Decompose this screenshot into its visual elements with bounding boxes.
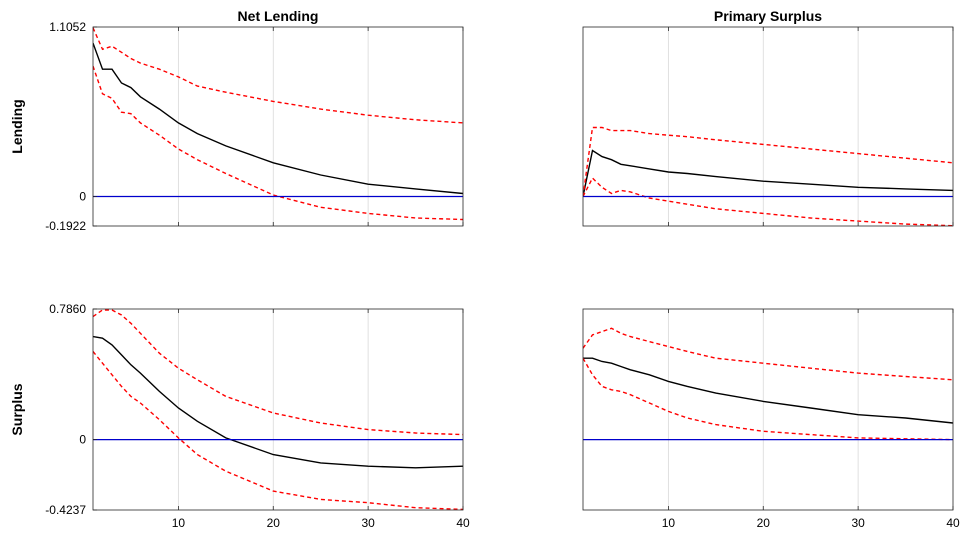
y-tick-label: 0.7860 [49, 302, 86, 316]
series-line-lower [93, 65, 463, 221]
series-line-median [93, 42, 463, 195]
chart-panel-2: Primary Surplus [582, 8, 954, 227]
series-line-upper [583, 327, 953, 381]
series-line-median [583, 357, 953, 424]
x-tick-label: 40 [946, 516, 960, 530]
y-axis-label: Surplus [9, 383, 25, 435]
series-line-lower [93, 351, 463, 510]
series-line-lower [583, 357, 953, 441]
y-tick-label: -0.1922 [45, 219, 86, 233]
x-tick-label: 30 [851, 516, 865, 530]
plot-frame [92, 26, 464, 227]
series-line-lower [583, 176, 953, 226]
series-line-upper [93, 27, 463, 124]
y-axis-label: Lending [9, 99, 25, 153]
chart-title: Net Lending [238, 8, 319, 24]
y-tick-label: 0 [79, 433, 86, 447]
y-tick-label: -0.4237 [45, 503, 86, 517]
y-tick-label: 0 [79, 190, 86, 204]
series-line-median [583, 149, 953, 197]
y-tick-label: 1.1052 [49, 20, 86, 34]
x-tick-label: 20 [267, 516, 281, 530]
x-tick-label: 30 [361, 516, 375, 530]
series-group [93, 27, 463, 221]
x-tick-label: 10 [172, 516, 186, 530]
chart-title: Primary Surplus [714, 8, 822, 24]
series-line-median [93, 335, 463, 469]
plot-frame [582, 26, 954, 227]
plot-frame [92, 308, 464, 511]
series-line-upper [93, 309, 463, 436]
x-tick-label: 20 [757, 516, 771, 530]
plot-frame [582, 308, 954, 511]
chart-panel-4: 10 20 30 40 [582, 308, 960, 530]
x-tick-label: 10 [662, 516, 676, 530]
series-group [93, 309, 463, 510]
series-group [583, 126, 953, 226]
chart-panel-3: 10 20 30 40 -0.4237 0 0.7860 Surplus [9, 302, 470, 530]
chart-panel-1: -0.1922 0 1.1052 Net Lending Lending [9, 8, 464, 233]
series-line-upper [583, 126, 953, 197]
series-group [583, 327, 953, 441]
x-tick-label: 40 [456, 516, 470, 530]
